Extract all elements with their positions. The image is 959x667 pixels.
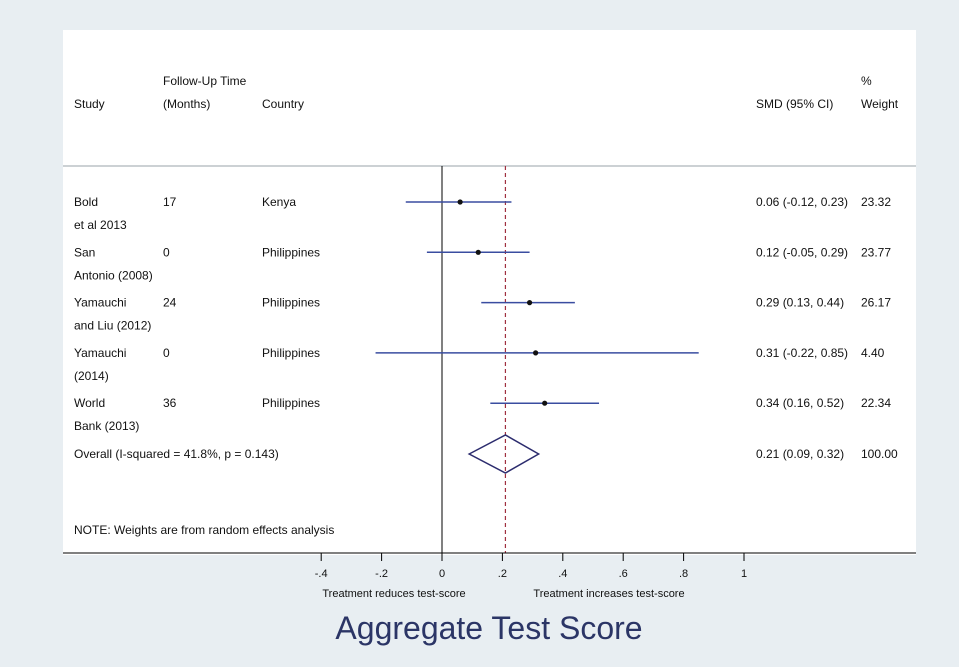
study-name-line2: et al 2013 — [74, 218, 127, 232]
chart-title: Aggregate Test Score — [335, 610, 642, 646]
study-country: Kenya — [262, 195, 296, 209]
study-weight: 23.77 — [861, 245, 891, 259]
study-point-estimate — [533, 350, 539, 356]
study-point-estimate — [526, 300, 533, 306]
x-tick-label: 0 — [439, 568, 445, 580]
study-row: Bold et al 2013 17 Kenya 0.06 (-0.12, 0.23) 2… — [74, 195, 891, 232]
study-weight: 26.17 — [861, 296, 891, 310]
study-name-line2: (2014) — [74, 369, 109, 383]
study-name-line1: Yamauchi — [74, 346, 126, 360]
overall-weight: 100.00 — [861, 447, 898, 461]
study-row: Yamauchi (2014) 0 Philippines 0.31 (-0.22, 0… — [74, 346, 885, 383]
overall-label: Overall (I-squared = 41.8%, p = 0.143) — [74, 447, 279, 461]
study-name-line1: San — [74, 245, 95, 259]
overall-row: Overall (I-squared = 41.8%, p = 0.143) 0… — [74, 447, 898, 461]
study-point-estimate — [457, 199, 463, 205]
x-tick-label: .4 — [558, 568, 567, 580]
study-point-estimate — [475, 249, 481, 255]
study-followup: 17 — [163, 195, 177, 209]
header-smd: SMD (95% CI) — [756, 97, 833, 111]
column-headers: Study Follow-Up Time (Months) Country SM… — [74, 74, 899, 111]
overall-ci-text: 0.21 (0.09, 0.32) — [756, 447, 844, 461]
note-text: NOTE: Weights are from random effects an… — [74, 523, 334, 537]
study-country: Philippines — [262, 296, 320, 310]
study-rows: Bold et al 2013 17 Kenya 0.06 (-0.12, 0.23) 2… — [74, 195, 891, 433]
study-name-line1: Yamauchi — [74, 296, 126, 310]
study-weight: 22.34 — [861, 396, 891, 410]
x-tick-label: -.2 — [375, 568, 388, 580]
x-tick-label: 1 — [741, 568, 747, 580]
study-ci-text: 0.31 (-0.22, 0.85) — [756, 346, 848, 360]
study-row: Yamauchi and Liu (2012) 24 Philippines 0.29 … — [74, 296, 891, 333]
x-tick-label: .8 — [679, 568, 688, 580]
study-country: Philippines — [262, 346, 320, 360]
study-weight: 4.40 — [861, 346, 885, 360]
study-followup: 24 — [163, 296, 177, 310]
study-weight: 23.32 — [861, 195, 891, 209]
study-row: World Bank (2013) 36 Philippines 0.34 (0.16,… — [74, 396, 891, 433]
study-country: Philippines — [262, 245, 320, 259]
overall-diamond — [467, 434, 541, 474]
header-country: Country — [262, 97, 304, 111]
x-axis-ticks: -.4 -.2 0 .2 .4 .6 .8 1 — [315, 553, 747, 580]
x-tick-label: .2 — [498, 568, 507, 580]
study-name-line1: Bold — [74, 195, 98, 209]
study-ci-text: 0.34 (0.16, 0.52) — [756, 396, 844, 410]
study-followup: 0 — [163, 245, 170, 259]
study-country: Philippines — [262, 396, 320, 410]
study-point-estimate — [542, 400, 548, 406]
study-followup: 0 — [163, 346, 170, 360]
header-followup-line1: Follow-Up Time — [163, 74, 247, 88]
study-followup: 36 — [163, 396, 177, 410]
x-caption-left: Treatment reduces test-score — [322, 588, 465, 600]
x-tick-label: .6 — [619, 568, 628, 580]
header-study: Study — [74, 97, 105, 111]
x-tick-label: -.4 — [315, 568, 328, 580]
header-followup-line2: (Months) — [163, 97, 210, 111]
header-weight-line1: % — [861, 74, 872, 88]
study-row: San Antonio (2008) 0 Philippines 0.12 (-0.05… — [74, 245, 891, 282]
study-name-line1: World — [74, 396, 105, 410]
study-name-line2: Antonio (2008) — [74, 268, 153, 282]
study-name-line2: and Liu (2012) — [74, 319, 151, 333]
study-ci-text: 0.29 (0.13, 0.44) — [756, 296, 844, 310]
plot-panel — [63, 30, 916, 555]
study-ci-text: 0.06 (-0.12, 0.23) — [756, 195, 848, 209]
x-caption-right: Treatment increases test-score — [533, 588, 684, 600]
header-weight-line2: Weight — [861, 97, 899, 111]
study-name-line2: Bank (2013) — [74, 419, 139, 433]
study-ci-text: 0.12 (-0.05, 0.29) — [756, 245, 848, 259]
